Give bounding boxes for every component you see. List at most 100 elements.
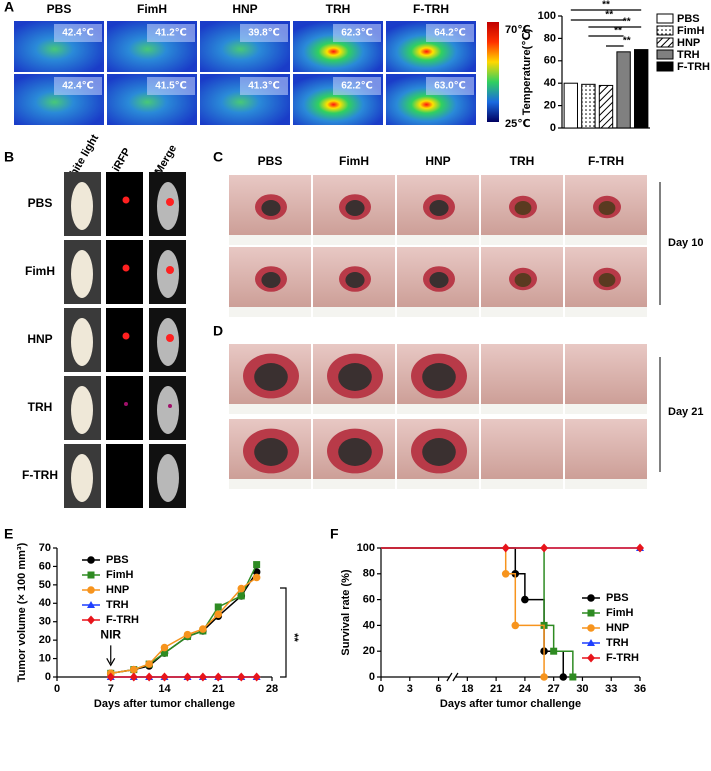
scab	[598, 273, 616, 287]
ruler	[313, 307, 395, 317]
survival-line	[381, 547, 545, 677]
marker	[199, 625, 207, 633]
y-tick-label: 80	[544, 32, 556, 44]
scab	[598, 201, 616, 215]
day-label: Day 10	[668, 237, 703, 249]
column-header: HNP	[232, 2, 257, 16]
temperature: 42.4℃	[62, 81, 94, 92]
arrow	[106, 645, 116, 667]
legend-label: PBS	[106, 554, 129, 566]
legend-label: HNP	[677, 37, 700, 49]
panel-label: C	[213, 149, 223, 165]
temperature: 62.3℃	[341, 28, 373, 39]
color-scale	[487, 22, 499, 122]
ruler	[313, 479, 395, 489]
ruler	[481, 404, 563, 414]
temp-box	[333, 24, 381, 42]
bar	[616, 51, 631, 129]
photo	[106, 376, 143, 440]
ruler	[565, 479, 647, 489]
column-header: PBS	[47, 2, 72, 16]
ruler	[229, 235, 311, 245]
x-tick-label: 14	[158, 683, 171, 695]
marker	[501, 570, 510, 578]
y-tick-label: 80	[363, 568, 375, 580]
temperature: 64.2℃	[434, 28, 466, 39]
significance: **	[602, 0, 610, 11]
ruler	[229, 404, 311, 414]
ruler	[397, 307, 479, 317]
panel-label: B	[4, 149, 14, 165]
panel-label: F	[330, 526, 339, 542]
mouse	[71, 318, 93, 366]
axis-break	[446, 672, 459, 682]
marker	[540, 543, 549, 553]
marker	[198, 672, 207, 682]
y-tick-label: 20	[39, 634, 51, 646]
x-tick-label: 30	[576, 683, 588, 695]
temp-box	[54, 24, 102, 42]
column-header: FimH	[137, 2, 167, 16]
y-tick-label: 20	[363, 645, 375, 657]
legend-label: FimH	[606, 607, 634, 619]
scale-min: 25℃	[505, 118, 531, 130]
y-tick-label: 60	[39, 560, 51, 572]
column-header: HNP	[425, 154, 450, 168]
legend-marker	[87, 615, 95, 625]
legend-marker	[87, 586, 95, 594]
temp-box	[426, 77, 474, 95]
temp-box	[333, 77, 381, 95]
temperature: 39.8℃	[248, 28, 280, 39]
marker	[253, 561, 261, 569]
signal	[166, 334, 174, 342]
marker	[106, 672, 115, 682]
scab	[261, 200, 281, 216]
y-tick-label: 60	[363, 594, 375, 606]
panel-label: D	[213, 323, 223, 339]
row-label: TRH	[28, 400, 53, 414]
scab	[345, 200, 365, 216]
marker	[129, 672, 138, 682]
significance: **	[605, 10, 613, 21]
mouse	[157, 454, 179, 502]
marker	[501, 543, 510, 553]
y-tick-label: 10	[39, 652, 51, 664]
mouse	[71, 386, 93, 434]
scab	[429, 272, 449, 288]
marker	[183, 630, 192, 639]
marker	[521, 595, 529, 604]
legend-label: PBS	[677, 13, 700, 25]
legend-swatch	[656, 49, 674, 60]
photo	[106, 172, 143, 236]
x-tick-label: 21	[490, 683, 502, 695]
marker	[214, 672, 223, 682]
bracket	[280, 587, 287, 678]
legend-label: FimH	[106, 569, 134, 581]
marker	[237, 592, 245, 600]
scab	[514, 201, 532, 215]
marker	[161, 649, 168, 657]
marker	[252, 573, 261, 582]
legend-marker	[87, 601, 95, 608]
panel-label: E	[4, 526, 13, 542]
y-tick-label: 20	[544, 100, 556, 112]
x-tick-label: 18	[461, 683, 473, 695]
x-tick-label: 36	[634, 683, 646, 695]
scab	[345, 272, 365, 288]
legend-marker	[87, 571, 95, 579]
scale-max: 70℃	[505, 24, 531, 36]
column-header: FimH	[339, 154, 369, 168]
mouse	[157, 318, 179, 366]
bar	[598, 84, 614, 129]
legend-label: F-TRH	[106, 614, 139, 626]
temp-box	[240, 77, 288, 95]
photo	[565, 419, 647, 489]
y-tick-label: 0	[45, 671, 51, 683]
y-tick-label: 0	[369, 671, 375, 683]
temperature: 41.5℃	[155, 81, 187, 92]
temperature: 41.3℃	[248, 81, 280, 92]
marker	[129, 665, 138, 674]
column-header: Merge	[153, 143, 180, 177]
x-tick-label: 24	[519, 683, 532, 695]
ruler	[229, 479, 311, 489]
